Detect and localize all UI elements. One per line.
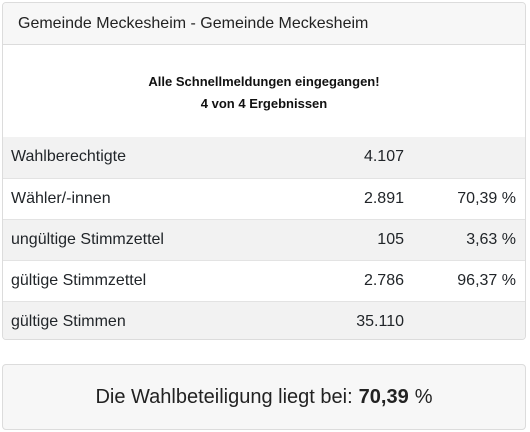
row-count: 2.786	[271, 259, 404, 301]
row-label: Wahlberechtigte	[3, 137, 271, 178]
report-status-count: 4 von 4 Ergebnissen	[200, 96, 328, 111]
row-percent: 3,63 %	[404, 218, 525, 260]
results-card: Gemeinde Meckesheim - Gemeinde Meckeshei…	[2, 2, 526, 340]
table-row: ungültige Stimmzettel 105 3,63 %	[3, 218, 525, 260]
report-status: Alle Schnellmeldungen eingegangen! 4 von…	[3, 45, 525, 137]
row-percent: 96,37 %	[404, 259, 525, 301]
row-label: Wähler/-innen	[3, 177, 271, 219]
turnout-summary: Die Wahlbeteiligung liegt bei: 70,39 %	[2, 364, 526, 430]
table-row: Wahlberechtigte 4.107	[3, 137, 525, 178]
table-row: Wähler/-innen 2.891 70,39 %	[3, 177, 525, 219]
row-count: 35.110	[271, 300, 404, 339]
row-label: gültige Stimmen	[3, 300, 271, 339]
report-status-message: Alle Schnellmeldungen eingegangen!	[148, 74, 380, 89]
turnout-unit: %	[414, 385, 433, 408]
turnout-label: Die Wahlbeteiligung liegt bei:	[95, 385, 353, 408]
row-percent	[404, 137, 525, 178]
row-count: 4.107	[271, 137, 404, 178]
row-percent	[404, 300, 525, 339]
table-row: gültige Stimmen 35.110	[3, 300, 525, 339]
row-label: gültige Stimmzettel	[3, 259, 271, 301]
row-count: 105	[271, 218, 404, 260]
card-header: Gemeinde Meckesheim - Gemeinde Meckeshei…	[3, 3, 525, 45]
table-row: gültige Stimmzettel 2.786 96,37 %	[3, 259, 525, 301]
row-count: 2.891	[271, 177, 404, 219]
results-table: Wahlberechtigte 4.107 Wähler/-innen 2.89…	[3, 137, 525, 339]
row-percent: 70,39 %	[404, 177, 525, 219]
municipality-title: Gemeinde Meckesheim - Gemeinde Meckeshei…	[18, 14, 369, 32]
row-label: ungültige Stimmzettel	[3, 218, 271, 260]
turnout-value: 70,39	[358, 385, 409, 408]
